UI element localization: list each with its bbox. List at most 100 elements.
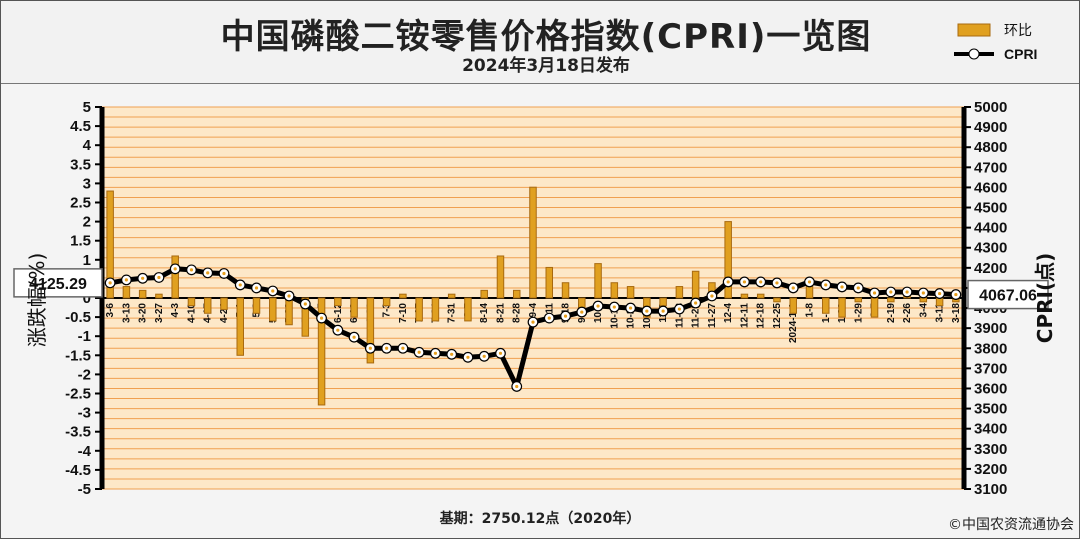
cpri-marker-center: [742, 280, 747, 284]
cpri-marker-center: [807, 280, 812, 284]
cpri-marker-center: [189, 268, 194, 272]
x-tick-label: 11-13: [674, 303, 685, 328]
cpri-marker-center: [580, 310, 584, 314]
cpri-marker-center: [710, 294, 714, 298]
end-callout-box: [967, 279, 1049, 310]
cpri-point: [755, 276, 767, 288]
x-tick-label: 10-16: [609, 303, 620, 329]
chart-title: 中国磷酸二铵零售价格指数(CPRI)一览图: [220, 17, 872, 57]
cpri-marker-center: [840, 285, 844, 289]
bar: [854, 297, 863, 303]
cpri-point: [657, 305, 669, 317]
cpri-point: [869, 287, 880, 299]
cpri-marker-center: [368, 346, 372, 350]
cpri-point: [218, 268, 230, 279]
x-tick-label: 2024-1-1: [788, 303, 799, 343]
cpri-marker-center: [336, 328, 340, 332]
cpri-point: [576, 306, 588, 318]
cpri-point: [690, 297, 702, 309]
x-tick-label: 3-4: [918, 303, 929, 318]
x-tick-label: 1-29: [853, 303, 864, 323]
legend-bar-swatch: [957, 23, 991, 37]
cpri-marker-center: [596, 304, 600, 308]
bar: [155, 293, 163, 299]
bar-series: [106, 186, 960, 406]
x-tick-label: 10-23: [626, 303, 637, 329]
cpri-marker-center: [645, 309, 649, 313]
x-tick-label: 3-27: [154, 303, 165, 323]
bar: [691, 270, 700, 299]
x-tick-label: 6-12: [333, 303, 344, 323]
bar: [822, 297, 830, 314]
bar: [919, 297, 928, 303]
cpri-point: [153, 272, 165, 283]
cpri-marker-center: [775, 281, 779, 285]
y2-tick-label: 5000: [974, 99, 1007, 116]
y-axis-left: 54.543.532.521.510.50-0.5-1-1.5-2-2.5-3-…: [65, 99, 105, 498]
cpri-point: [820, 279, 832, 291]
bar: [805, 286, 814, 299]
cpri-point: [381, 342, 393, 354]
x-tick-label: 2-19: [886, 303, 897, 323]
y-tick-label: -4: [78, 443, 92, 460]
bar: [171, 255, 179, 299]
cpri-marker-center: [417, 350, 421, 354]
bar: [724, 221, 732, 299]
base-period-note: 基期：2750.12点（2020年）: [439, 511, 641, 527]
cpri-point: [364, 342, 376, 354]
y2-tick-label: 3700: [974, 360, 1007, 377]
cpri-marker-center: [450, 352, 454, 356]
x-tick-label: 9-4: [528, 303, 539, 318]
bar: [382, 297, 391, 307]
cpri-marker-center: [206, 271, 210, 275]
y-tick-label: 4.5: [70, 118, 91, 135]
cpri-marker-center: [141, 276, 145, 280]
bar: [545, 266, 554, 299]
cpri-marker-center: [531, 320, 535, 324]
bar: [415, 297, 423, 322]
bar: [269, 297, 277, 322]
cpri-point: [560, 310, 571, 322]
cpri-marker-center: [352, 335, 356, 339]
cpri-point: [592, 300, 604, 312]
bar: [675, 286, 684, 299]
cpri-marker-center: [677, 307, 681, 311]
x-tick-label: 3-20: [138, 303, 149, 323]
cpri-marker-center: [173, 267, 177, 271]
y-tick-label: -2.5: [65, 386, 91, 403]
bar: [366, 297, 375, 364]
y-tick-label: 2.5: [70, 195, 91, 212]
x-tick-label: 12-4: [723, 303, 734, 323]
y-tick-label: -4.5: [65, 462, 91, 479]
cpri-point: [495, 347, 506, 359]
y2-tick-label: 4900: [974, 119, 1007, 136]
cpri-point: [397, 342, 409, 354]
bar: [236, 297, 244, 356]
cpri-point: [673, 303, 685, 315]
cpri-point: [787, 282, 799, 294]
x-tick-label: 12-11: [739, 303, 750, 328]
cpri-point: [511, 381, 523, 392]
x-tick-label: 7-3: [382, 303, 393, 318]
bar: [350, 297, 358, 318]
bar: [464, 297, 472, 322]
y-tick-label: -1.5: [65, 347, 91, 364]
y2-tick-label: 4400: [974, 220, 1007, 237]
cpri-point: [901, 286, 913, 298]
bar: [301, 297, 310, 337]
cpri-marker-center: [433, 351, 438, 355]
x-tick-label: 3-18: [951, 303, 962, 323]
legend-line-label: CPRI: [1004, 46, 1037, 62]
bar: [138, 289, 147, 299]
cpri-point: [641, 305, 653, 317]
x-tick-label: 8-14: [479, 303, 490, 323]
cpri-point: [836, 281, 848, 293]
x-tick-label: 11-20: [691, 303, 702, 328]
cpri-point: [332, 324, 344, 336]
cpri-marker-center: [222, 271, 226, 276]
bar: [122, 286, 131, 299]
y2-tick-label: 3800: [974, 340, 1007, 357]
cpri-point: [316, 312, 327, 324]
cpri-point: [120, 274, 132, 286]
y-tick-label: -2: [78, 366, 91, 383]
